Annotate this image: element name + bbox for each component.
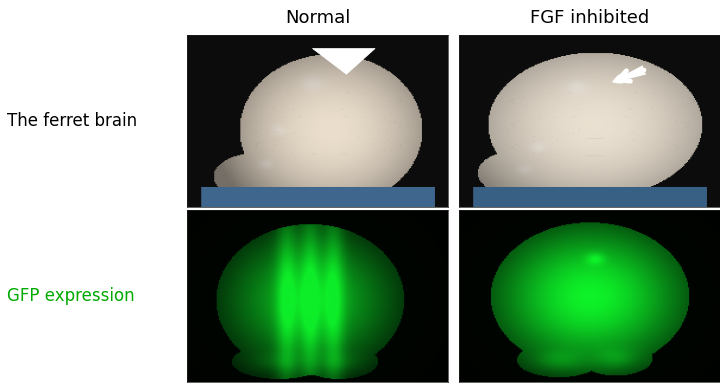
Text: FGF inhibited: FGF inhibited	[530, 9, 649, 27]
Polygon shape	[312, 49, 375, 74]
Text: The ferret brain: The ferret brain	[7, 112, 138, 130]
Text: Normal: Normal	[285, 9, 351, 27]
Text: GFP expression: GFP expression	[7, 287, 135, 305]
